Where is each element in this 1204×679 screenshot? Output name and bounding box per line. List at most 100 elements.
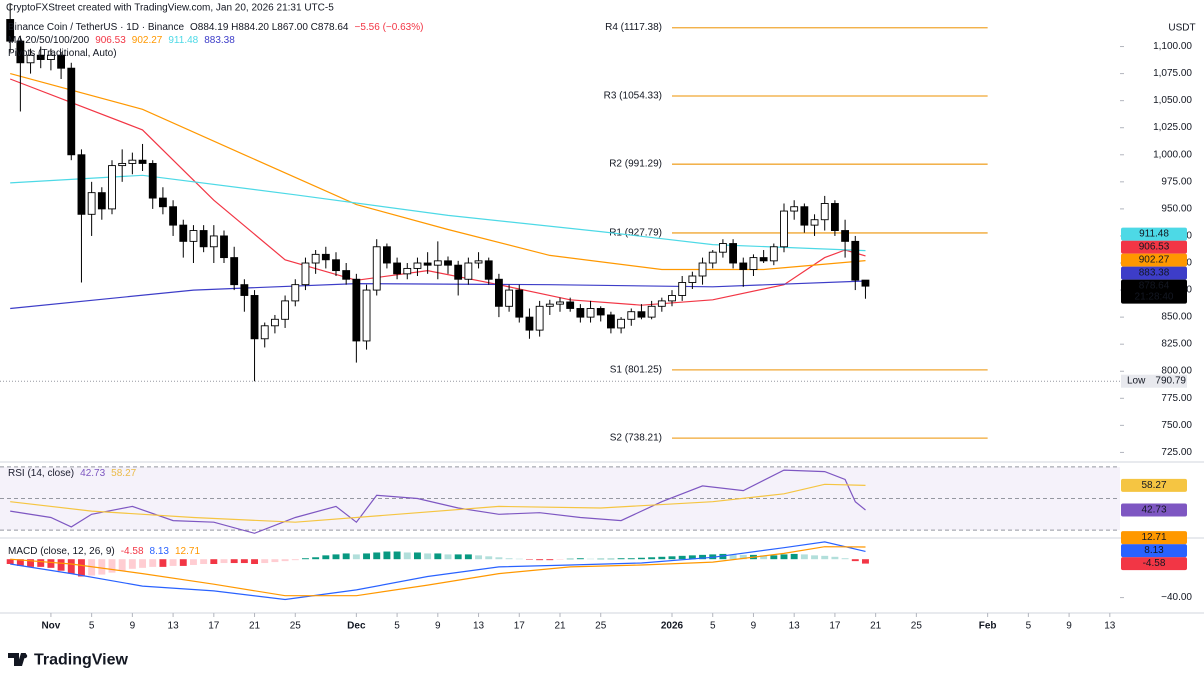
low-tag [1121, 374, 1187, 388]
candle-body [26, 54, 35, 64]
rsi-line [10, 469, 866, 534]
candle-body [586, 308, 595, 318]
macd-histogram-bar [189, 559, 197, 565]
legend-item: Binance Coin / TetherUS · 1D · Binance [8, 22, 184, 33]
candle-body [393, 262, 402, 275]
macd-histogram-bar [688, 555, 696, 560]
candle-body [179, 224, 188, 242]
candle-body [413, 262, 422, 269]
macd-histogram-bar [566, 558, 574, 560]
macd-histogram-bar [261, 559, 269, 564]
candle-body [556, 301, 564, 305]
macd-histogram-bar [668, 556, 676, 560]
candle-body [230, 257, 239, 286]
legend-item: −5.56 (−0.63%) [354, 22, 423, 33]
y-tick-label: 800.00 [1161, 366, 1192, 377]
macd-histogram-bar [312, 557, 320, 560]
macd-histogram-bar [424, 553, 432, 560]
candle-body [464, 262, 473, 280]
candle-body [830, 203, 839, 231]
macd-histogram-bar [861, 559, 869, 564]
macd-histogram-bar [739, 554, 747, 560]
macd-histogram-bar [179, 559, 187, 566]
pivot-label: R3 (1054.33) [604, 90, 662, 101]
macd-histogram-bar [16, 559, 24, 566]
candle-body [311, 253, 320, 264]
candle-body [260, 325, 269, 340]
macd-histogram-bar [587, 558, 595, 560]
macd-histogram-bar [851, 559, 859, 562]
price-tag [1121, 531, 1187, 545]
candle-body [535, 305, 544, 331]
macd-histogram-bar [149, 559, 157, 567]
price-tag [1121, 227, 1187, 241]
candle-body [617, 318, 626, 329]
legend-item: MA 20/50/100/200 [8, 35, 90, 46]
low-value: 790.79 [1155, 376, 1186, 387]
pivot-label: R4 (1117.38) [605, 22, 662, 33]
macd-histogram-bar [67, 559, 75, 574]
candle-body [250, 295, 259, 340]
candle-body [169, 206, 178, 226]
pivot-label: S2 (738.21) [610, 433, 662, 444]
pivot-label: R1 (927.79) [609, 227, 662, 238]
logo-text: TradingView [34, 652, 129, 669]
candle-body [494, 278, 503, 307]
macd-histogram-bar [88, 559, 96, 576]
legend-value: 911.48 [168, 35, 198, 46]
legend: Binance Coin / TetherUS · 1D · Binance O8… [8, 22, 423, 33]
candle-body [841, 230, 850, 242]
logo-mark [8, 653, 26, 666]
currency: USDT [1168, 23, 1195, 34]
macd-histogram-bar [475, 555, 483, 560]
candle-body [484, 260, 493, 280]
candle-body [209, 235, 218, 248]
y-tick-label: 1,000.00 [1153, 149, 1192, 160]
candle-body [708, 251, 717, 264]
price-tag [1121, 279, 1187, 304]
candle-body [332, 259, 340, 272]
candle-body [647, 305, 656, 318]
candle-body [148, 162, 157, 199]
x-tick-label: 5 [1026, 621, 1032, 632]
candle-body [291, 284, 300, 302]
candle-body [474, 260, 483, 264]
price-tag-label: 883.38 [1139, 268, 1170, 279]
x-tick-label: 9 [751, 621, 757, 632]
macd-histogram-bar [291, 559, 299, 561]
candle-body [444, 260, 452, 266]
macd-histogram-bar [444, 554, 452, 560]
price-tag [1121, 503, 1187, 517]
x-tick-label: 21 [870, 621, 882, 632]
macd-histogram-bar [230, 559, 238, 564]
macd-histogram-bar [210, 559, 218, 564]
macd-histogram-bar [301, 558, 309, 560]
candle-body [240, 284, 249, 296]
candle-body [657, 300, 666, 307]
x-tick-label: Nov [41, 621, 60, 632]
countdown: 21:28:40 [1135, 292, 1174, 303]
macd-histogram-bar [342, 553, 350, 560]
macd-histogram-bar [485, 556, 493, 560]
macd-line [10, 546, 866, 597]
candle-body [423, 262, 432, 266]
candle-body [67, 67, 76, 156]
price-tag [1121, 240, 1187, 254]
macd-histogram-bar [251, 559, 259, 564]
legend-value: 902.27 [132, 35, 163, 46]
macd-histogram-bar [821, 555, 829, 560]
candle-body [790, 206, 799, 212]
x-tick-label: 21 [554, 621, 566, 632]
price-tag-label: 58.27 [1141, 480, 1166, 491]
macd-histogram-bar [719, 553, 727, 560]
candle-body [403, 267, 412, 275]
candle-body [810, 219, 819, 226]
candle-body [525, 316, 534, 331]
macd-histogram-bar [200, 559, 208, 564]
candle-body [128, 159, 137, 164]
price-tag [1121, 253, 1187, 267]
macd-histogram-bar [515, 558, 523, 560]
macd-histogram-bar [383, 551, 391, 560]
macd-histogram-bar [403, 552, 411, 560]
moving-average [10, 73, 866, 271]
